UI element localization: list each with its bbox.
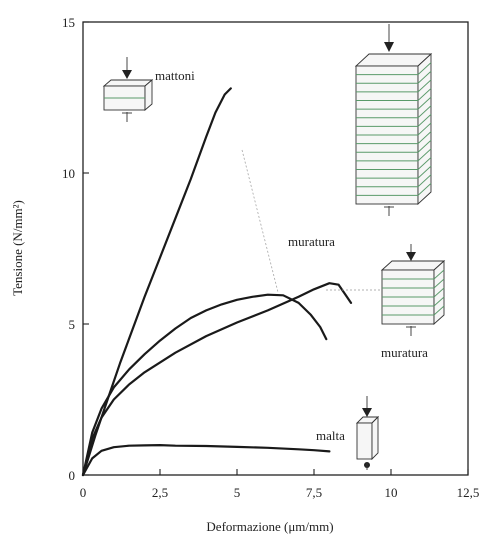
label-muratura-upper: muratura [288,234,335,249]
tall-course-side-line [417,105,432,119]
x-tick-label-2: 5 [234,485,241,500]
mortar-specimen-icon [355,396,380,470]
short-course-side-line [433,269,445,280]
x-tick-label-3: 7,5 [306,485,322,500]
brick-specimen-icon [102,57,154,122]
short-course-side-line [433,296,445,307]
tall-course-side-line [417,79,432,93]
short-course-side-line [433,287,445,298]
y-tick-label-0: 0 [69,468,76,483]
tall-course-side-line [417,174,432,188]
label-malta: malta [316,428,345,443]
series-line-1-muratura [81,293,328,477]
tall-course-side-line [417,165,432,179]
x-axis-label: Deformazione (μm/mm) [206,519,333,534]
short-course-side-line [433,278,445,289]
y-tick-label-1: 5 [69,317,76,332]
tall-course-side-line [417,157,432,170]
tall-course-side-line [417,122,432,136]
series-line-2-muratura [81,282,353,477]
tall-course-side-line [417,183,432,196]
y-tick-label-2: 10 [62,166,75,181]
tall-course-side-line [417,96,432,110]
tall-course-side-line [417,114,432,127]
plot-frame [82,21,469,476]
data-series [81,87,353,477]
short-course-side-line [433,305,445,316]
x-tick-label-5: 12,5 [457,485,480,500]
label-muratura-lower: muratura [381,345,428,360]
tall-course-side-line [417,139,432,153]
tall-course-side-line [417,88,432,101]
y-tick-label-3: 15 [62,15,75,30]
label-mattoni: mattoni [155,68,195,83]
tall-masonry-specimen-icon [354,24,433,216]
short-masonry-specimen-icon [380,244,446,336]
tall-course-side-line [417,148,432,162]
tall-course-side-line [417,62,432,75]
tall-course-side-line [417,131,432,144]
axis-ticks: 0 2,5 5 7,5 10 12,5 0 5 10 15 [62,15,479,500]
series-line-3-malta [81,444,331,477]
x-tick-label-1: 2,5 [152,485,168,500]
y-axis-label: Tensione (N/mm²) [10,200,25,296]
x-tick-label-4: 10 [385,485,398,500]
leader-muratura-upper [241,149,279,293]
tall-course-side-line [417,70,432,84]
series-line-0-mattoni [81,87,232,477]
x-tick-label-0: 0 [80,485,87,500]
